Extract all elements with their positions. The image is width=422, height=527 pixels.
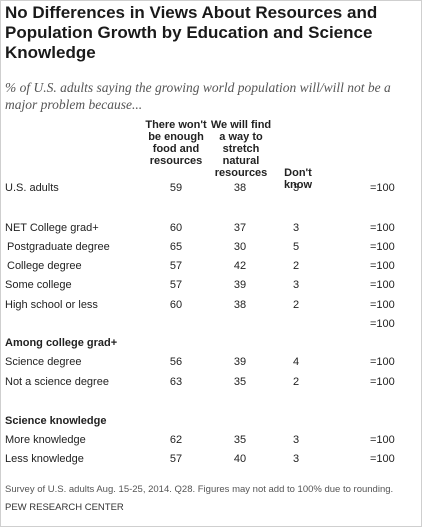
cell-value: 38 <box>233 182 247 194</box>
cell-value: 2 <box>292 260 300 272</box>
row-label: Not a science degree <box>5 376 109 388</box>
table-row: =100 <box>1 318 421 334</box>
table-row: U.S. adults 59 38 3 =100 <box>1 182 421 198</box>
table-row: Some college 57 39 3 =100 <box>1 279 421 295</box>
table-row: NET College grad+ 60 37 3 =100 <box>1 222 421 238</box>
row-total: =100 <box>370 453 395 465</box>
row-label: NET College grad+ <box>5 222 99 234</box>
row-total: =100 <box>370 356 395 368</box>
cell-value: 38 <box>233 299 247 311</box>
cell-value: 57 <box>169 453 183 465</box>
cell-value: 4 <box>292 356 300 368</box>
chart-subtitle: % of U.S. adults saying the growing worl… <box>5 80 391 112</box>
row-total: =100 <box>370 182 395 194</box>
row-total: =100 <box>370 434 395 446</box>
cell-value: 3 <box>292 222 300 234</box>
cell-value: 3 <box>292 434 300 446</box>
cell-value: 57 <box>169 260 183 272</box>
table-row: High school or less 60 38 2 =100 <box>1 299 421 315</box>
row-label: More knowledge <box>5 434 86 446</box>
column-header-stretch-resources: We will find a way to stretch natural re… <box>210 119 272 179</box>
table-row: College degree 57 42 2 =100 <box>1 260 421 276</box>
cell-value: 56 <box>169 356 183 368</box>
cell-value: 35 <box>233 376 247 388</box>
row-label: Science degree <box>5 356 82 368</box>
row-label: College degree <box>7 260 82 272</box>
cell-value: 3 <box>292 182 300 194</box>
row-total: =100 <box>370 318 395 330</box>
table-row: Science knowledge <box>1 415 421 431</box>
row-label: U.S. adults <box>5 182 59 194</box>
table-row: Less knowledge 57 40 3 =100 <box>1 453 421 469</box>
cell-value: 59 <box>169 182 183 194</box>
cell-value: 42 <box>233 260 247 272</box>
row-total: =100 <box>370 241 395 253</box>
column-header-not-enough-resources: There won't be enough food and resources <box>145 119 207 167</box>
cell-value: 2 <box>292 376 300 388</box>
footnote: Survey of U.S. adults Aug. 15-25, 2014. … <box>5 484 394 495</box>
row-total: =100 <box>370 260 395 272</box>
table-row: Postgraduate degree 65 30 5 =100 <box>1 241 421 257</box>
column-header-dont-know: Don't know <box>283 167 313 191</box>
row-label: High school or less <box>5 299 98 311</box>
cell-value: 60 <box>169 222 183 234</box>
source-note: PEW RESEARCH CENTER <box>5 502 124 513</box>
cell-value: 40 <box>233 453 247 465</box>
cell-value: 57 <box>169 279 183 291</box>
table-row: More knowledge 62 35 3 =100 <box>1 434 421 450</box>
table-row: Among college grad+ <box>1 337 421 353</box>
cell-value: 3 <box>292 279 300 291</box>
table-row: Science degree 56 39 4 =100 <box>1 356 421 372</box>
cell-value: 30 <box>233 241 247 253</box>
row-total: =100 <box>370 376 395 388</box>
row-total: =100 <box>370 279 395 291</box>
cell-value: 65 <box>169 241 183 253</box>
cell-value: 39 <box>233 279 247 291</box>
row-label: Postgraduate degree <box>7 241 110 253</box>
cell-value: 37 <box>233 222 247 234</box>
cell-value: 60 <box>169 299 183 311</box>
cell-value: 5 <box>292 241 300 253</box>
cell-value: 2 <box>292 299 300 311</box>
cell-value: 62 <box>169 434 183 446</box>
row-label: Less knowledge <box>5 453 84 465</box>
chart-title: No Differences in Views About Resources … <box>5 3 378 62</box>
section-heading: Among college grad+ <box>5 337 118 349</box>
row-total: =100 <box>370 222 395 234</box>
table-row: Not a science degree 63 35 2 =100 <box>1 376 421 392</box>
cell-value: 39 <box>233 356 247 368</box>
row-total: =100 <box>370 299 395 311</box>
row-label: Some college <box>5 279 72 291</box>
section-heading: Science knowledge <box>5 415 107 427</box>
cell-value: 3 <box>292 453 300 465</box>
cell-value: 35 <box>233 434 247 446</box>
cell-value: 63 <box>169 376 183 388</box>
